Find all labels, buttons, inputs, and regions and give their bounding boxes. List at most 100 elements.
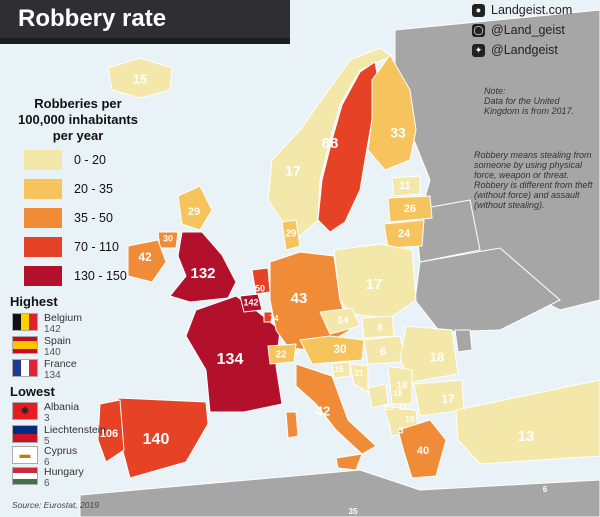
label-cyprus: 6 <box>543 485 548 494</box>
definition-line-2: someone by using physical <box>474 160 583 170</box>
label-germany: 43 <box>291 290 308 307</box>
label-slovenia: 15 <box>335 365 344 374</box>
label-montenegro: 11 <box>399 403 408 412</box>
label-iceland: 15 <box>133 71 147 86</box>
belgium-shape <box>239 293 263 313</box>
lowest-item-cyprus: ▬ Cyprus 6 <box>12 446 77 468</box>
legend-label: 0 - 20 <box>74 153 106 167</box>
legend-item-1: 0 - 20 <box>24 150 106 170</box>
estonia-shape <box>391 175 421 197</box>
label-portugal: 106 <box>100 428 118 440</box>
country-name: Belgium <box>44 312 82 324</box>
legend-label: 35 - 50 <box>74 211 113 225</box>
lowest-heading: Lowest <box>10 384 55 399</box>
cyprus-flag-icon: ▬ <box>12 446 38 464</box>
legend-label: 70 - 110 <box>74 240 119 254</box>
legend-item-4: 70 - 110 <box>24 237 119 257</box>
bosnia-shape <box>367 383 389 409</box>
label-romania: 18 <box>430 349 444 364</box>
uk-note-line-2: Data for the United <box>484 96 560 106</box>
twitter-handle[interactable]: @Landgeist <box>491 43 558 57</box>
finland-shape <box>367 54 417 171</box>
liechtenstein-flag-icon <box>12 425 38 443</box>
label-latvia: 26 <box>404 203 416 215</box>
definition-line-3: force, weapon or threat. <box>474 170 570 180</box>
label-albania: 3 <box>398 425 403 435</box>
instagram-row[interactable]: ◯ @Land_geist <box>472 20 572 40</box>
highest-heading: Highest <box>10 294 58 309</box>
twitter-row[interactable]: ✦ @Landgeist <box>472 40 572 60</box>
iceland-shape <box>107 57 173 99</box>
highest-item-belgium: Belgium 142 <box>12 313 82 335</box>
country-name: Hungary <box>44 466 84 478</box>
lowest-item-hungary: Hungary 6 <box>12 467 84 489</box>
latvia-shape <box>387 195 433 223</box>
label-belgium: 142 <box>243 297 258 307</box>
website-row[interactable]: ● Landgeist.com <box>472 0 572 20</box>
country-value: 134 <box>44 370 61 381</box>
label-france: 134 <box>217 351 244 368</box>
hungary-flag-icon <box>12 467 38 485</box>
portugal-shape <box>97 399 125 463</box>
label-hungary: 6 <box>380 346 386 358</box>
slovakia-shape <box>361 315 395 339</box>
label-slovakia: 8 <box>377 322 382 332</box>
label-luxembourg: 74 <box>270 314 279 323</box>
label-liechtenstein: 5 <box>296 347 301 356</box>
label-malta: 35 <box>349 507 358 516</box>
austria-shape <box>299 335 365 365</box>
label-ireland: 42 <box>138 250 152 264</box>
twitter-icon: ✦ <box>472 43 485 57</box>
country-value: 142 <box>44 324 61 335</box>
label-sweden: 88 <box>322 135 339 152</box>
label-austria: 30 <box>333 342 347 356</box>
sardinia-shape <box>285 411 299 439</box>
country-name: Spain <box>44 335 71 347</box>
instagram-handle[interactable]: @Land_geist <box>491 23 565 37</box>
label-italy: 42 <box>316 403 330 418</box>
luxembourg-shape <box>263 311 273 323</box>
website-link[interactable]: Landgeist.com <box>491 3 573 17</box>
sicily-shape <box>335 453 363 471</box>
spain-flag-icon <box>12 336 38 354</box>
moldova-region <box>454 329 473 353</box>
uk-note: Note: Data for the United Kingdom is fro… <box>484 86 574 116</box>
legend-swatch <box>24 208 62 228</box>
ireland-shape <box>127 239 167 283</box>
turkey-shape <box>455 379 600 465</box>
lithuania-shape <box>383 219 425 249</box>
legend-label: 130 - 150 <box>74 269 127 283</box>
label-lithuania: 24 <box>398 228 411 240</box>
serbia-shape <box>387 365 413 405</box>
page-title: Robbery rate <box>0 0 290 44</box>
africa-region <box>79 469 600 517</box>
uk-note-line-3: Kingdom is from 2017. <box>484 106 575 116</box>
scotland-shape <box>177 185 213 231</box>
czechia-shape <box>319 307 361 335</box>
country-value: 140 <box>44 347 61 358</box>
country-value: 6 <box>44 478 50 489</box>
landgeist-logo-icon: ● <box>472 3 485 17</box>
label-bosnia: 15 <box>385 403 394 412</box>
label-switzerland: 22 <box>275 350 287 361</box>
legend-label: 20 - 35 <box>74 182 113 196</box>
legend-item-5: 130 - 150 <box>24 266 127 286</box>
legend-title-line-1: Robberies per <box>34 96 122 111</box>
legend-item-3: 35 - 50 <box>24 208 113 228</box>
label-turkey: 13 <box>518 428 535 445</box>
highest-item-spain: Spain 140 <box>12 336 71 358</box>
definition-line-1: Robbery means stealing from <box>474 150 592 160</box>
label-bulgaria: 17 <box>441 392 455 406</box>
label-kosovo: 18 <box>406 415 415 424</box>
legend-swatch <box>24 179 62 199</box>
norway-shape <box>267 47 394 237</box>
legend-swatch <box>24 266 62 286</box>
country-name: France <box>44 358 77 370</box>
uk-note-line-1: Note: <box>484 86 506 96</box>
label-croatia: 21 <box>355 369 364 378</box>
label-north-macedonia: 18 <box>394 389 403 398</box>
belgium-flag-icon <box>12 313 38 331</box>
label-estonia: 11 <box>399 180 411 192</box>
label-greece: 40 <box>417 445 429 457</box>
